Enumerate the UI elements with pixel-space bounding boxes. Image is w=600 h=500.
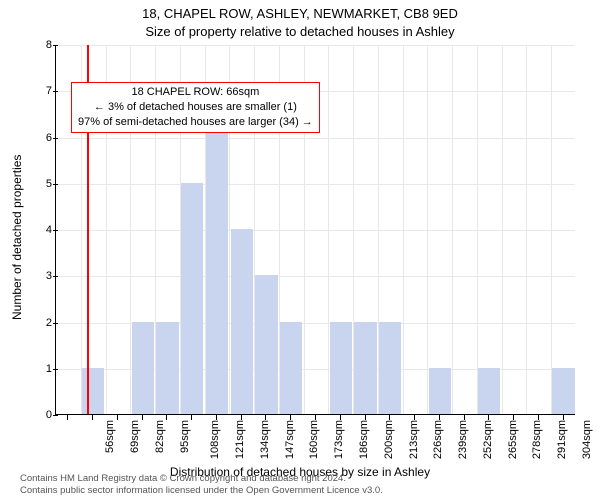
x-tick-label: 291sqm	[556, 420, 568, 459]
y-tick-label: 8	[40, 39, 52, 51]
x-tick-label: 200sqm	[383, 420, 395, 459]
y-tick-label: 1	[40, 363, 52, 375]
x-tick-label: 278sqm	[531, 420, 543, 459]
x-tick-label: 95sqm	[179, 420, 191, 453]
gridline-v	[452, 45, 453, 414]
y-tick-label: 4	[40, 224, 52, 236]
x-tick-label: 265sqm	[507, 420, 519, 459]
gridline-h	[56, 45, 575, 46]
x-tick-mark	[92, 415, 93, 420]
x-tick-label: 134sqm	[259, 420, 271, 459]
annotation-line: 97% of semi-detached houses are larger (…	[78, 115, 313, 130]
x-tick-label: 121sqm	[234, 420, 246, 459]
bar	[132, 322, 154, 415]
x-tick-label: 213sqm	[408, 420, 420, 459]
x-tick-mark	[191, 415, 192, 420]
gridline-h	[56, 230, 575, 231]
x-tick-label: 239sqm	[457, 420, 469, 459]
plot-area: 18 CHAPEL ROW: 66sqm← 3% of detached hou…	[55, 45, 575, 415]
gridline-v	[477, 45, 478, 414]
chart-title-main: 18, CHAPEL ROW, ASHLEY, NEWMARKET, CB8 9…	[0, 6, 600, 21]
footer-line-2: Contains public sector information licen…	[20, 485, 600, 497]
x-tick-label: 226sqm	[432, 420, 444, 459]
annotation-line: ← 3% of detached houses are smaller (1)	[78, 100, 313, 115]
y-tick-label: 0	[40, 409, 52, 421]
y-tick-label: 7	[40, 85, 52, 97]
x-tick-mark	[365, 415, 366, 420]
bar	[478, 368, 500, 414]
chart-title-sub: Size of property relative to detached ho…	[0, 24, 600, 39]
x-tick-mark	[166, 415, 167, 420]
annotation-box: 18 CHAPEL ROW: 66sqm← 3% of detached hou…	[71, 82, 320, 133]
x-tick-label: 56sqm	[104, 420, 116, 453]
x-tick-label: 173sqm	[333, 420, 345, 459]
annotation-line: 18 CHAPEL ROW: 66sqm	[78, 85, 313, 100]
bar	[255, 275, 277, 414]
x-tick-label: 69sqm	[129, 420, 141, 453]
x-tick-mark	[315, 415, 316, 420]
y-tick-label: 6	[40, 132, 52, 144]
bar	[330, 322, 352, 415]
x-tick-label: 108sqm	[210, 420, 222, 459]
gridline-h	[56, 184, 575, 185]
bar	[379, 322, 401, 415]
x-tick-mark	[389, 415, 390, 420]
x-tick-mark	[117, 415, 118, 420]
y-tick-label: 5	[40, 178, 52, 190]
attribution-footer: Contains HM Land Registry data © Crown c…	[0, 473, 600, 497]
gridline-v	[551, 45, 552, 414]
bar	[181, 183, 203, 414]
x-tick-mark	[464, 415, 465, 420]
bar	[429, 368, 451, 414]
x-tick-mark	[265, 415, 266, 420]
bar	[552, 368, 574, 414]
x-tick-mark	[488, 415, 489, 420]
x-tick-mark	[538, 415, 539, 420]
bar	[156, 322, 178, 415]
y-tick-label: 2	[40, 317, 52, 329]
gridline-h	[56, 276, 575, 277]
x-tick-mark	[241, 415, 242, 420]
x-tick-label: 147sqm	[284, 420, 296, 459]
x-tick-mark	[340, 415, 341, 420]
x-tick-label: 252sqm	[482, 420, 494, 459]
bar	[231, 229, 253, 414]
bar	[82, 368, 104, 414]
x-tick-mark	[67, 415, 68, 420]
gridline-v	[427, 45, 428, 414]
gridline-v	[403, 45, 404, 414]
footer-line-1: Contains HM Land Registry data © Crown c…	[20, 473, 600, 485]
x-tick-label: 304sqm	[581, 420, 593, 459]
x-tick-label: 160sqm	[309, 420, 321, 459]
y-tick-label: 3	[40, 270, 52, 282]
bar	[280, 322, 302, 415]
x-tick-label: 186sqm	[358, 420, 370, 459]
bar	[206, 90, 228, 414]
gridline-h	[56, 138, 575, 139]
x-tick-mark	[142, 415, 143, 420]
x-tick-mark	[513, 415, 514, 420]
x-tick-label: 82sqm	[154, 420, 166, 453]
gridline-v	[526, 45, 527, 414]
bar	[354, 322, 376, 415]
y-axis-label: Number of detached properties	[10, 155, 24, 320]
x-tick-mark	[414, 415, 415, 420]
x-tick-mark	[290, 415, 291, 420]
gridline-v	[502, 45, 503, 414]
x-tick-mark	[563, 415, 564, 420]
x-tick-mark	[216, 415, 217, 420]
x-tick-mark	[439, 415, 440, 420]
